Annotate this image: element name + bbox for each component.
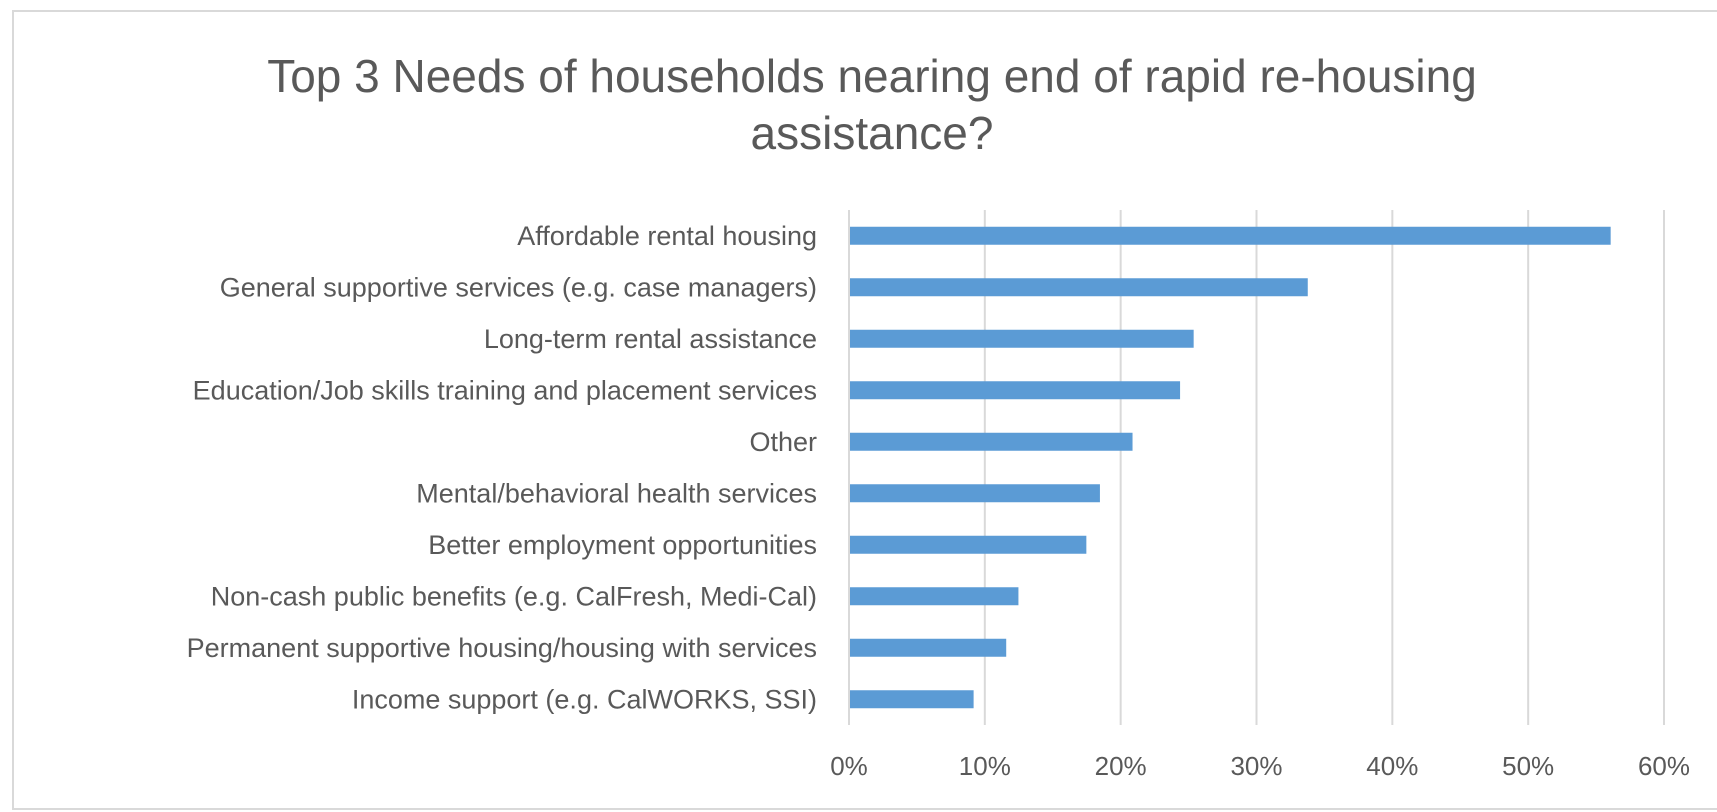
x-tick-label: 40%: [1366, 751, 1418, 781]
category-label: Better employment opportunities: [428, 530, 817, 560]
bar-chart: Top 3 Needs of households nearing end of…: [187, 50, 1690, 781]
x-tick-label: 0%: [830, 751, 868, 781]
category-label: General supportive services (e.g. case m…: [220, 272, 817, 302]
bar: [850, 278, 1308, 297]
chart-frame: Top 3 Needs of households nearing end of…: [12, 10, 1717, 810]
bar: [850, 226, 1611, 245]
category-label: Income support (e.g. CalWORKS, SSI): [352, 684, 817, 714]
bar: [850, 484, 1100, 503]
category-label: Affordable rental housing: [517, 221, 817, 251]
chart-title-line-2: assistance?: [751, 107, 994, 159]
bar: [850, 690, 974, 709]
x-tick-label: 30%: [1230, 751, 1282, 781]
x-tick-label: 60%: [1638, 751, 1690, 781]
bar: [850, 638, 1007, 657]
category-label: Other: [749, 427, 817, 457]
bar: [850, 381, 1181, 400]
category-label: Mental/behavioral health services: [416, 478, 817, 508]
chart-title-line-1: Top 3 Needs of households nearing end of…: [267, 50, 1477, 102]
bars: [850, 226, 1611, 709]
x-tick-label: 50%: [1502, 751, 1554, 781]
category-label: Permanent supportive housing/housing wit…: [187, 633, 817, 663]
category-label: Long-term rental assistance: [484, 324, 817, 354]
chart-title: Top 3 Needs of households nearing end of…: [267, 50, 1477, 159]
category-label: Education/Job skills training and placem…: [193, 375, 817, 405]
bar: [850, 329, 1194, 348]
bar: [850, 432, 1133, 451]
bar: [850, 587, 1019, 606]
x-axis-tick-labels: 0% 10% 20% 30% 40% 50% 60%: [830, 751, 1690, 781]
bar: [850, 535, 1087, 554]
x-tick-label: 10%: [959, 751, 1011, 781]
category-label: Non-cash public benefits (e.g. CalFresh,…: [211, 581, 817, 611]
category-labels: Affordable rental housing General support…: [187, 221, 817, 715]
x-tick-label: 20%: [1095, 751, 1147, 781]
